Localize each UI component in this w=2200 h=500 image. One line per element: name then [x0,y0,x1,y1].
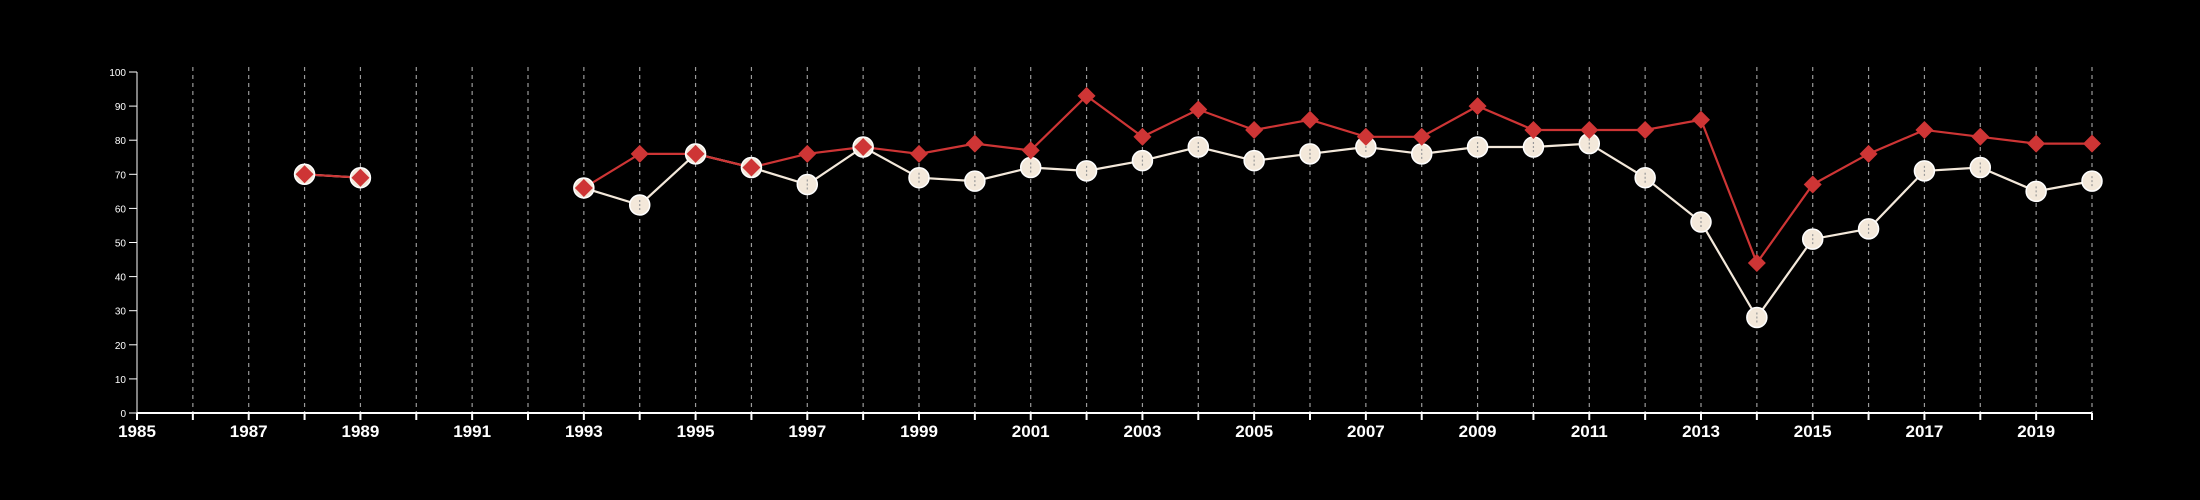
y-tick-label: 10 [115,375,127,386]
series-0-point [1133,127,1152,146]
series-0-point [1803,175,1822,194]
series-0-point [574,178,593,197]
y-tick-label: 100 [109,68,126,79]
x-tick-label: 2007 [1347,422,1385,441]
y-tick-label: 30 [115,307,127,318]
series-0-point [1915,120,1934,139]
series-0-point [1636,120,1655,139]
x-tick-label: 2003 [1124,422,1162,441]
x-tick-label: 1995 [677,422,715,441]
series-0-point [1356,127,1375,146]
series-0-point [965,134,984,153]
x-tick-label: 2017 [1906,422,1944,441]
series-0-point [910,144,928,163]
series-0-point [1468,97,1487,116]
x-tick-label: 1999 [900,422,938,441]
series-0-point [630,144,649,163]
y-tick-label: 90 [115,102,127,113]
series-0-point [1524,120,1543,139]
x-tick-label: 1987 [230,422,268,441]
y-tick-label: 40 [115,273,127,284]
series-0-point [1747,253,1766,272]
x-tick-label: 2009 [1459,422,1497,441]
x-tick-label: 2011 [1571,422,1608,441]
x-tick-label: 1997 [788,422,826,441]
series-0-point [295,165,314,184]
series-0-point [1301,110,1319,129]
series-0-point [1021,141,1040,160]
y-tick-label: 50 [115,239,127,250]
y-tick-label: 60 [115,204,127,215]
series-0-point [1245,120,1264,139]
series-0-line [583,94,2092,266]
series-0-point [1859,144,1878,163]
x-tick-label: 2001 [1012,422,1050,441]
series-layer [293,86,2103,329]
series-0-point [686,144,705,163]
y-tick-label: 70 [115,170,127,181]
series-0-point [742,158,761,177]
series-0-point [854,138,873,157]
y-tick-label: 0 [120,409,126,420]
series-0-point [1580,120,1599,139]
x-tick-label: 2019 [2017,422,2055,441]
series-0-point [1692,110,1710,129]
x-tick-label: 1985 [118,422,156,441]
series-0-point [1077,86,1096,105]
x-tick-label: 2005 [1235,422,1273,441]
series-0-point [798,144,817,163]
series-0-point [1189,100,1208,119]
y-tick-label: 20 [115,341,127,352]
x-tick-label: 1989 [342,422,380,441]
axes: 0 10 20 30 40 50 60 70 80 90 100 1985 1987 1989 1991 19… [109,68,2093,441]
series-0-point [1971,127,1990,146]
series-0-point [2083,134,2101,153]
y-tick-label: 80 [115,136,127,147]
series-0-point [351,168,370,187]
series-1-line [583,142,2093,320]
x-tick-label: 2015 [1794,422,1832,441]
series-0-point [2027,134,2046,153]
series-0-point [1412,127,1431,146]
x-tick-label: 2013 [1682,422,1720,441]
x-tick-label: 1991 [453,422,491,441]
x-tick-label: 1993 [565,422,603,441]
